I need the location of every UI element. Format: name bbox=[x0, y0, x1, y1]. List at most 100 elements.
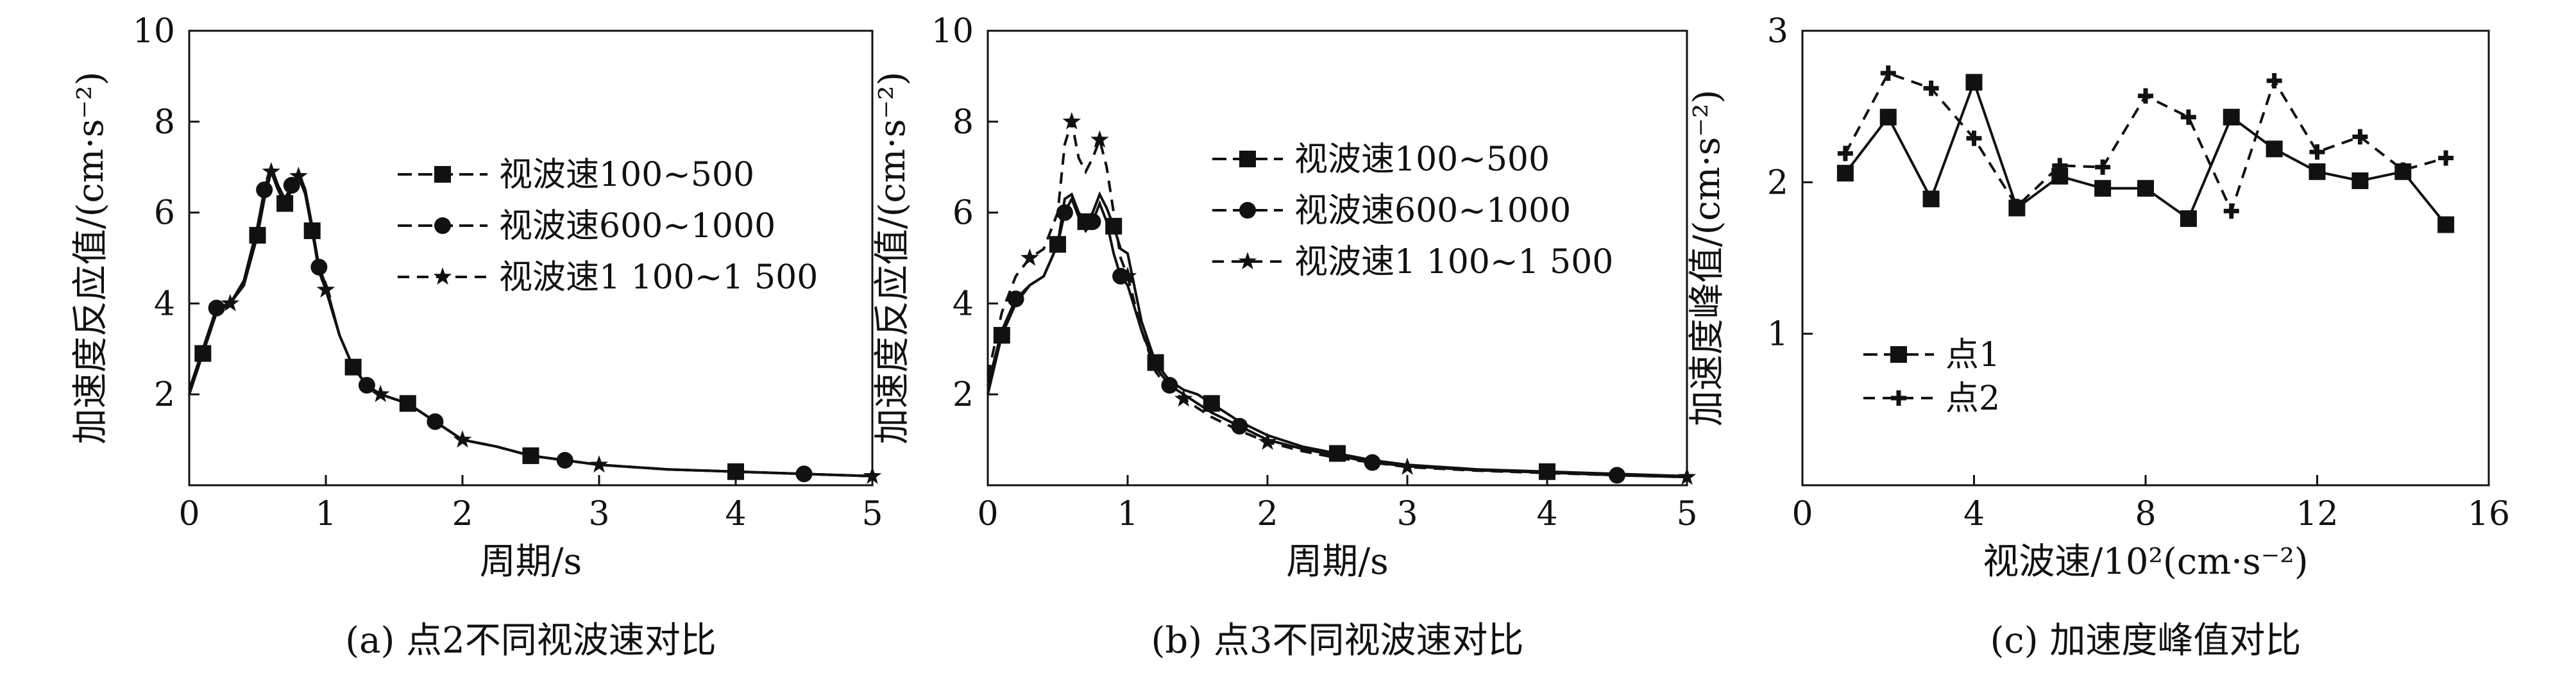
data-point bbox=[1056, 204, 1073, 221]
data-point bbox=[1062, 112, 1081, 129]
plot-frame bbox=[188, 29, 874, 487]
legend-label: 点2 bbox=[1945, 379, 2000, 418]
legend-label: 视波速100~500 bbox=[1294, 140, 1550, 179]
data-point bbox=[1966, 130, 1982, 146]
data-point bbox=[262, 162, 281, 179]
data-point bbox=[2351, 172, 2369, 189]
data-point bbox=[1090, 130, 1109, 148]
data-point bbox=[1084, 213, 1101, 230]
chart-panel-1: 0 1 2 3 4 5 2 4 6 8 10 周期/s 加速度反应值/(cm·s⁻²) (b) 点3不同视… bbox=[872, 12, 1698, 662]
y-tick-label: 1 bbox=[1767, 315, 1788, 354]
data-point bbox=[1677, 467, 1697, 485]
data-point bbox=[2138, 88, 2153, 104]
data-point bbox=[2094, 179, 2112, 197]
y-tick-label: 10 bbox=[931, 12, 974, 51]
series-2 bbox=[188, 162, 882, 484]
data-point bbox=[1836, 165, 1854, 182]
x-tick-label: 1 bbox=[315, 495, 336, 533]
y-tick-label: 8 bbox=[953, 103, 974, 142]
y-tick-label: 2 bbox=[154, 376, 175, 414]
x-tick-label: 1 bbox=[1117, 495, 1138, 533]
legend-marker bbox=[1890, 346, 1907, 363]
data-point bbox=[1174, 389, 1193, 407]
x-tick-label: 0 bbox=[178, 495, 199, 533]
legend-label: 视波速600~1000 bbox=[1294, 192, 1571, 230]
data-point bbox=[2266, 72, 2282, 88]
legend-marker bbox=[1239, 151, 1256, 167]
data-point bbox=[2266, 140, 2283, 158]
x-tick-label: 2 bbox=[452, 495, 473, 533]
data-point bbox=[1161, 377, 1178, 394]
y-tick-label: 2 bbox=[1767, 163, 1788, 202]
data-point bbox=[453, 430, 472, 448]
panel-caption: (c) 加速度峰值对比 bbox=[1990, 620, 2301, 662]
y-tick-label: 10 bbox=[133, 12, 175, 51]
series-1 bbox=[1837, 65, 2454, 219]
data-point bbox=[2180, 210, 2197, 228]
data-point bbox=[2395, 162, 2411, 178]
data-point bbox=[2180, 109, 2196, 125]
x-tick-label: 12 bbox=[2296, 495, 2338, 533]
x-tick-label: 4 bbox=[725, 495, 746, 533]
x-tick-label: 16 bbox=[2468, 495, 2510, 533]
data-point bbox=[2223, 203, 2239, 219]
series-1 bbox=[987, 196, 1688, 484]
x-tick-label: 3 bbox=[1396, 495, 1418, 533]
x-tick-label: 5 bbox=[861, 495, 883, 533]
data-point bbox=[2095, 159, 2111, 175]
data-point bbox=[1837, 146, 1853, 162]
x-tick-label: 2 bbox=[1257, 495, 1278, 533]
legend-label: 点1 bbox=[1945, 336, 2000, 374]
x-axis-label: 视波速/10²(cm·s⁻²) bbox=[1983, 541, 2308, 583]
data-point bbox=[221, 294, 240, 312]
x-tick-label: 4 bbox=[1963, 495, 1985, 533]
data-point bbox=[2009, 199, 2025, 215]
data-point bbox=[589, 455, 609, 473]
data-point bbox=[289, 166, 308, 184]
y-tick-label: 4 bbox=[154, 285, 175, 323]
chart-panel-0: 0 1 2 3 4 5 2 4 6 8 10 周期/s 加速度反应值/(cm·s⁻²) (a) 点2不同视… bbox=[70, 12, 883, 662]
y-axis-label: 加速度反应值/(cm·s⁻²) bbox=[70, 72, 112, 445]
x-tick-label: 3 bbox=[588, 495, 609, 533]
panel-caption: (a) 点2不同视波速对比 bbox=[345, 620, 716, 662]
y-tick-label: 8 bbox=[154, 103, 175, 142]
data-point bbox=[1231, 417, 1248, 435]
x-tick-label: 0 bbox=[1792, 495, 1813, 533]
legend-marker bbox=[433, 267, 452, 285]
data-point bbox=[863, 466, 882, 484]
series-line bbox=[188, 167, 873, 478]
data-point bbox=[556, 452, 573, 469]
series-line bbox=[987, 191, 1688, 478]
legend-label: 视波速1 100~1 500 bbox=[1294, 243, 1613, 281]
data-point bbox=[1879, 108, 1897, 126]
y-tick-label: 6 bbox=[154, 194, 175, 233]
series-line bbox=[987, 196, 1688, 479]
data-point bbox=[1258, 432, 1277, 450]
x-axis-label: 周期/s bbox=[480, 541, 582, 583]
series-0 bbox=[987, 191, 1688, 480]
data-point bbox=[1007, 290, 1024, 308]
series-0 bbox=[1836, 74, 2455, 233]
data-point bbox=[2052, 158, 2068, 174]
data-point bbox=[1398, 457, 1417, 475]
series-line bbox=[987, 121, 1688, 479]
data-point bbox=[2137, 179, 2154, 197]
data-point bbox=[1021, 248, 1039, 266]
y-tick-label: 4 bbox=[953, 285, 974, 323]
data-point bbox=[2309, 144, 2325, 160]
data-point bbox=[208, 299, 225, 317]
y-tick-label: 2 bbox=[953, 376, 974, 414]
data-point bbox=[2223, 108, 2240, 126]
y-tick-label: 6 bbox=[953, 194, 974, 233]
data-point bbox=[1364, 454, 1381, 471]
legend-label: 视波速600~1000 bbox=[499, 207, 775, 246]
data-point bbox=[2352, 129, 2368, 145]
data-point bbox=[371, 385, 390, 403]
y-axis-label: 加速度峰值/(cm·s⁻²) bbox=[1686, 90, 1728, 427]
data-point bbox=[1118, 266, 1137, 284]
legend-label: 视波速100~500 bbox=[499, 156, 754, 194]
series-2 bbox=[987, 112, 1697, 485]
panel-caption: (b) 点3不同视波速对比 bbox=[1151, 620, 1524, 662]
data-point bbox=[1965, 74, 1983, 91]
